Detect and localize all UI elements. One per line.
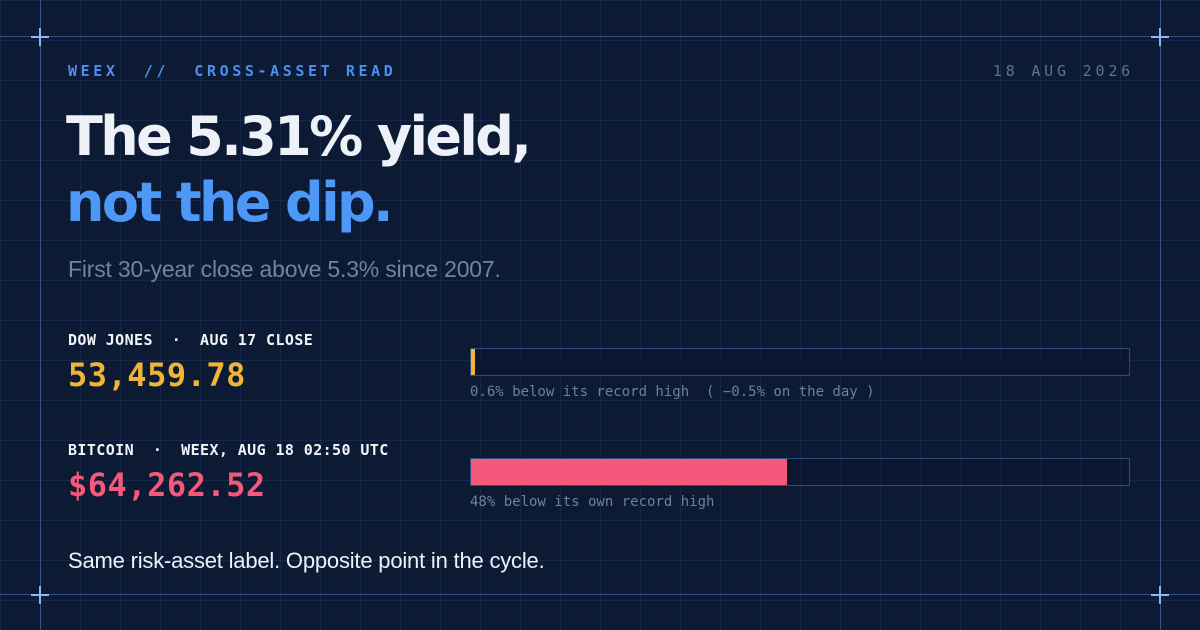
dow-value: 53,459.78 bbox=[68, 356, 246, 394]
corner-crosshair-icon bbox=[1151, 28, 1169, 46]
dow-caption: 0.6% below its record high ( −0.5% on th… bbox=[470, 384, 875, 400]
kicker: WEEX // CROSS-ASSET READ bbox=[68, 62, 397, 80]
frame-line-right bbox=[1160, 0, 1161, 630]
dow-label: DOW JONES · AUG 17 CLOSE bbox=[68, 331, 314, 349]
btc-progress-track bbox=[470, 458, 1130, 486]
headline-line-1: The 5.31% yield, bbox=[66, 105, 532, 168]
dow-progress-fill bbox=[471, 349, 475, 375]
frame-line-left bbox=[40, 0, 41, 630]
subtitle: First 30-year close above 5.3% since 200… bbox=[68, 256, 501, 282]
headline-line-2: not the dip. bbox=[66, 171, 394, 234]
headline: The 5.31% yield, not the dip. bbox=[66, 104, 532, 236]
btc-progress-fill bbox=[471, 459, 787, 485]
frame-line-top bbox=[0, 36, 1200, 37]
publish-date: 18 AUG 2026 bbox=[992, 62, 1134, 80]
btc-caption: 48% below its own record high bbox=[470, 494, 715, 510]
corner-crosshair-icon bbox=[1151, 586, 1169, 604]
btc-value: $64,262.52 bbox=[68, 466, 266, 504]
corner-crosshair-icon bbox=[31, 586, 49, 604]
btc-label: BITCOIN · WEEX, AUG 18 02:50 UTC bbox=[68, 441, 389, 459]
footer-note: Same risk-asset label. Opposite point in… bbox=[68, 548, 545, 573]
corner-crosshair-icon bbox=[31, 28, 49, 46]
dow-progress-track bbox=[470, 348, 1130, 376]
frame-line-bottom bbox=[0, 594, 1200, 595]
